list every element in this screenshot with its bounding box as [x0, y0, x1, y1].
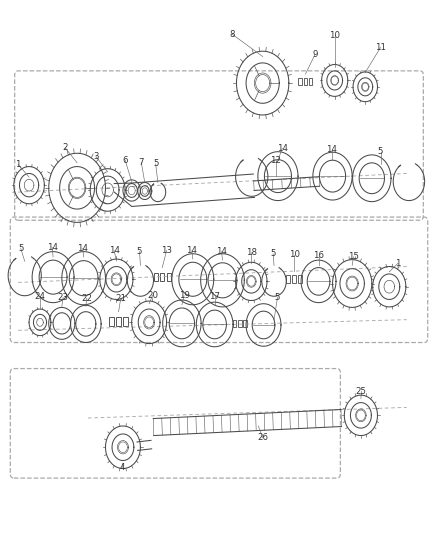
- Text: 15: 15: [348, 253, 359, 261]
- Text: 22: 22: [81, 294, 92, 303]
- Text: 4: 4: [119, 463, 125, 472]
- Text: 14: 14: [326, 145, 337, 154]
- Text: 3: 3: [93, 152, 99, 161]
- Bar: [116, 317, 121, 326]
- Text: 21: 21: [115, 294, 126, 303]
- Bar: [298, 78, 302, 85]
- Text: 1: 1: [15, 160, 21, 169]
- Bar: [153, 273, 158, 281]
- Text: 8: 8: [230, 30, 235, 39]
- Bar: [109, 317, 114, 326]
- Text: 10: 10: [289, 251, 300, 260]
- Bar: [238, 320, 242, 327]
- Text: 7: 7: [138, 158, 144, 167]
- Bar: [233, 320, 237, 327]
- Text: 5: 5: [137, 247, 142, 256]
- Bar: [309, 78, 312, 85]
- Bar: [298, 275, 302, 283]
- Text: 5: 5: [275, 293, 280, 302]
- Text: 14: 14: [187, 246, 198, 255]
- Text: 20: 20: [147, 290, 158, 300]
- Text: 14: 14: [109, 246, 120, 255]
- Text: 1: 1: [395, 259, 401, 268]
- Text: 24: 24: [35, 292, 46, 301]
- Text: 9: 9: [312, 50, 318, 59]
- Bar: [244, 320, 247, 327]
- Text: 5: 5: [378, 147, 383, 156]
- Text: 14: 14: [77, 244, 88, 253]
- Text: 11: 11: [375, 43, 386, 52]
- Text: 13: 13: [161, 246, 172, 255]
- Bar: [286, 275, 290, 283]
- Text: 19: 19: [179, 291, 190, 300]
- Bar: [160, 273, 164, 281]
- Text: 6: 6: [122, 156, 128, 165]
- Bar: [292, 275, 296, 283]
- Text: 5: 5: [18, 244, 24, 253]
- Text: 17: 17: [209, 292, 220, 301]
- Text: 5: 5: [153, 159, 159, 168]
- Text: 14: 14: [216, 247, 227, 256]
- Text: 12: 12: [270, 156, 281, 165]
- Text: 16: 16: [313, 252, 324, 260]
- Text: 23: 23: [58, 293, 69, 302]
- Text: 14: 14: [47, 243, 58, 252]
- Text: 14: 14: [277, 144, 288, 153]
- Text: 10: 10: [329, 31, 340, 40]
- Text: 5: 5: [270, 249, 276, 259]
- Bar: [123, 317, 128, 326]
- Text: 18: 18: [246, 248, 257, 257]
- Text: 2: 2: [63, 143, 68, 152]
- Bar: [166, 273, 171, 281]
- Text: 25: 25: [356, 387, 367, 396]
- Bar: [304, 78, 307, 85]
- Text: 26: 26: [257, 433, 268, 442]
